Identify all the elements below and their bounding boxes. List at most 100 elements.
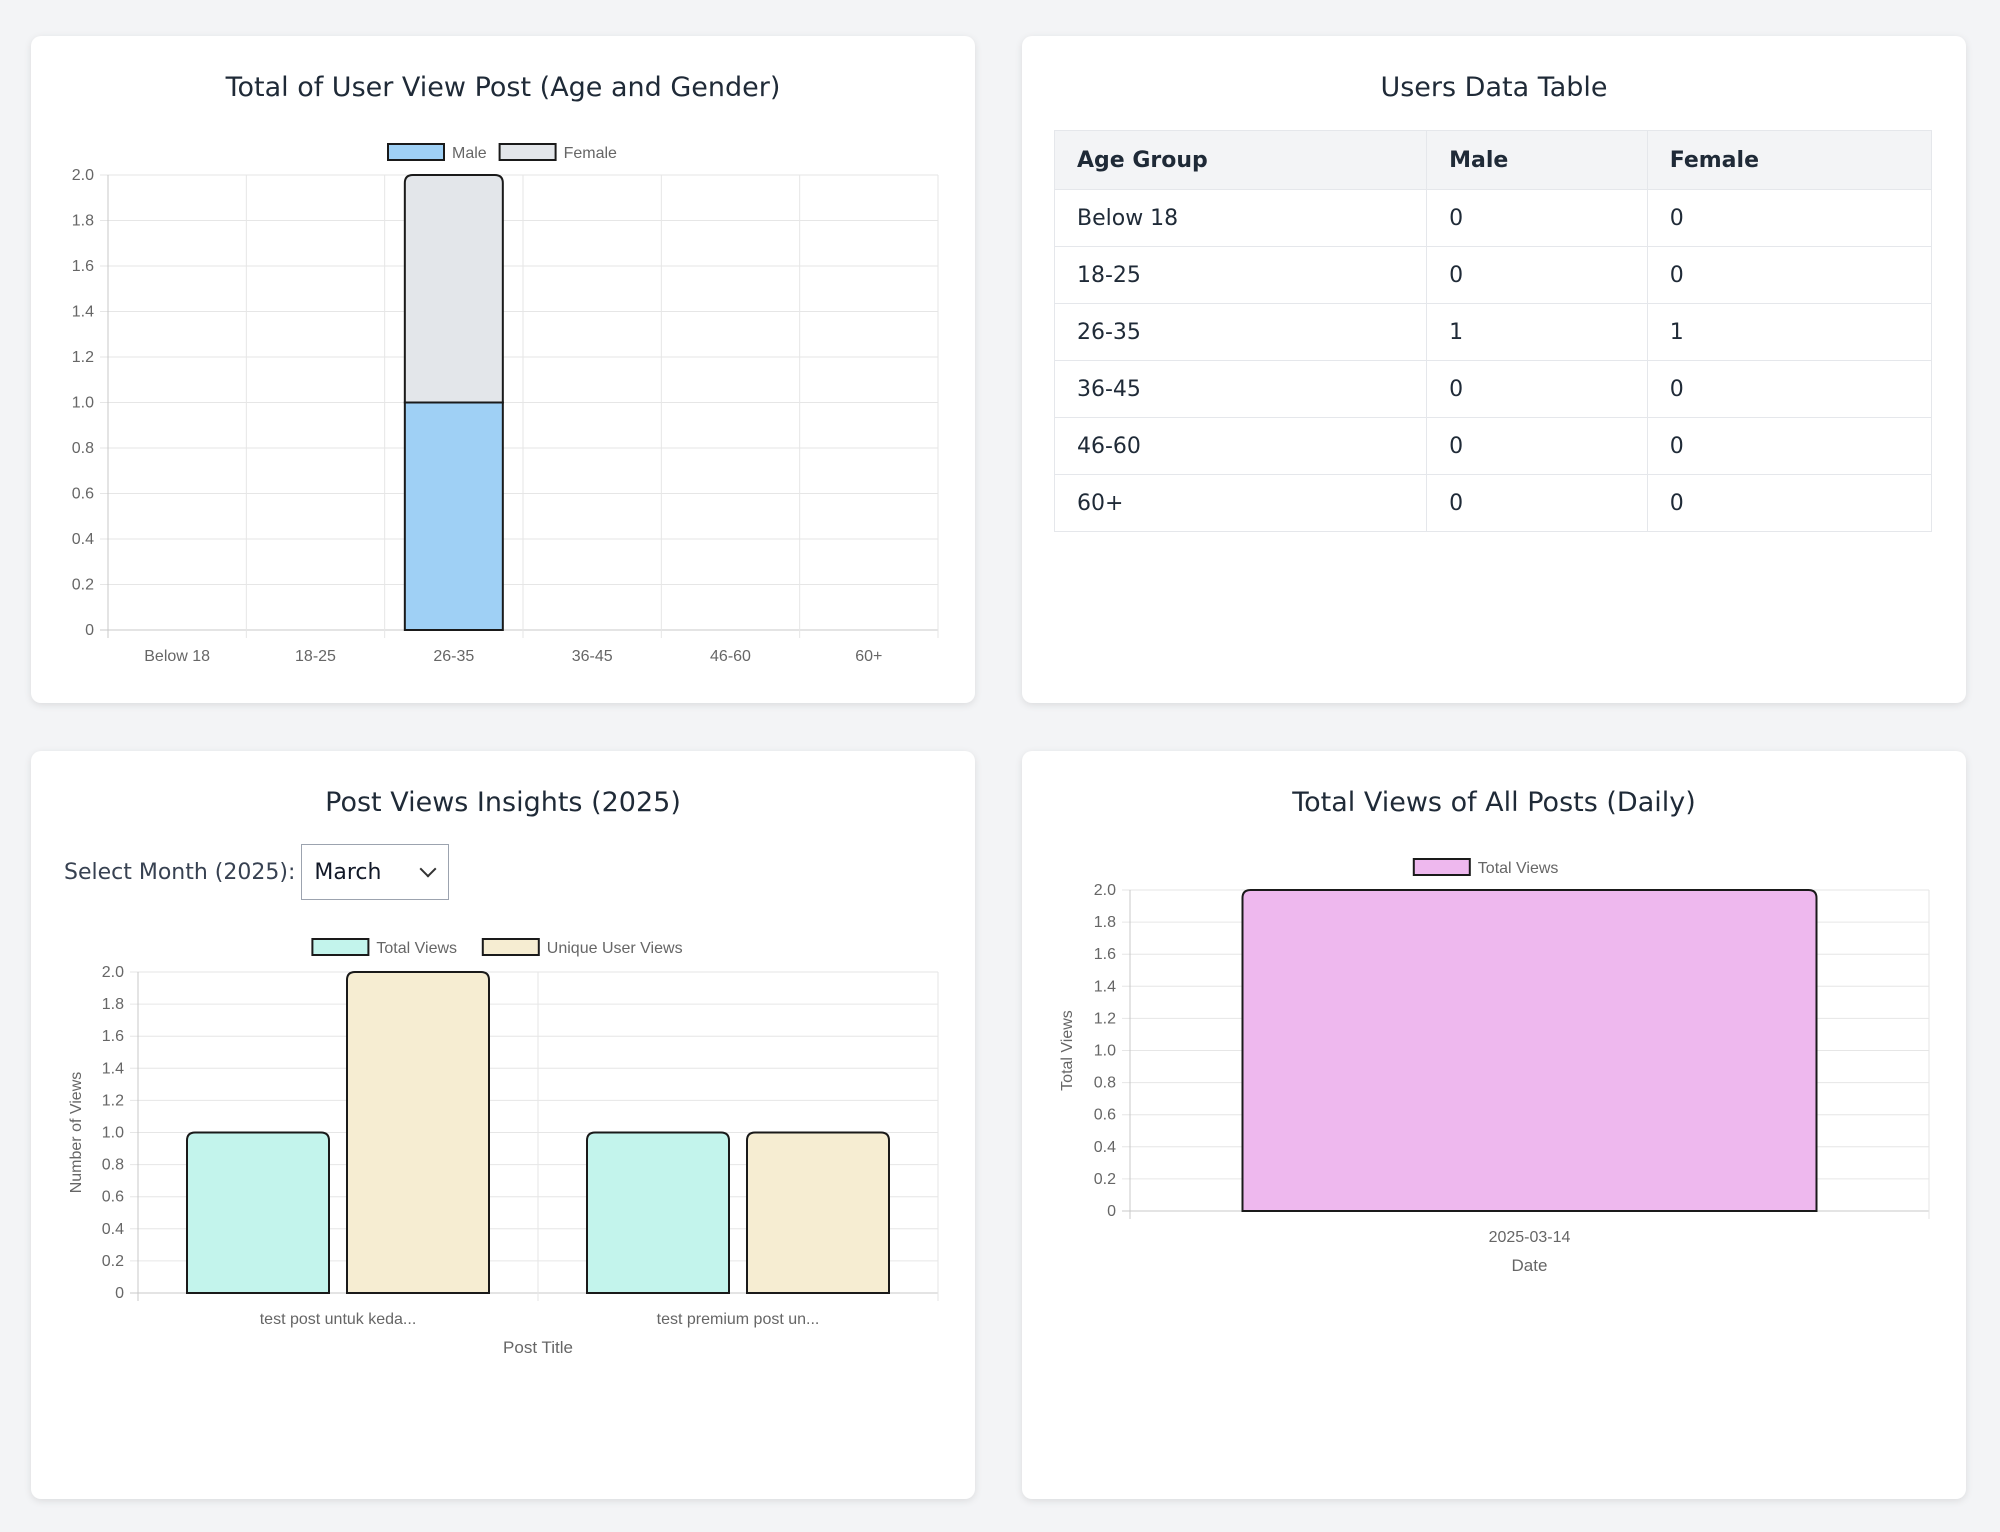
cell-male: 1 (1426, 303, 1648, 361)
y-tick-label: 0.8 (72, 440, 94, 457)
legend-label: Total Views (376, 940, 457, 957)
cell-female: 0 (1646, 360, 1933, 418)
legend-swatch (481, 938, 540, 956)
legend-label: Male (452, 145, 487, 162)
y-tick-label: 0.6 (1094, 1107, 1116, 1124)
daily-views-chart-title: Total Views of All Posts (Daily) (1292, 787, 1696, 818)
y-tick-label: 1.0 (102, 1125, 124, 1142)
cell-age-group: 60+ (1053, 474, 1428, 532)
y-tick-label: 2.0 (1094, 882, 1116, 899)
legend-swatch (1412, 858, 1471, 876)
bar-total-views (186, 1131, 330, 1294)
y-tick-label: 0.8 (1094, 1075, 1116, 1092)
y-tick-label: 1.8 (72, 213, 94, 230)
y-tick-label: 0 (115, 1285, 124, 1302)
users-table-title: Users Data Table (1380, 72, 1608, 103)
legend-label: Unique User Views (547, 940, 683, 957)
y-tick-label: 1.2 (72, 349, 94, 366)
x-axis-title: Date (1512, 1256, 1548, 1275)
x-tick-label: 18-25 (295, 648, 336, 665)
y-tick-label: 0.6 (72, 486, 94, 503)
y-tick-label: 1.8 (102, 996, 124, 1013)
legend-swatch (311, 938, 370, 956)
y-tick-label: 0.2 (1094, 1171, 1116, 1188)
y-tick-label: 0.4 (72, 531, 94, 548)
bar-total-views (1241, 889, 1818, 1212)
post-views-chart-title: Post Views Insights (2025) (325, 787, 681, 818)
bar-unique-user-views (346, 971, 490, 1294)
month-select-row: Select Month (2025): March (64, 844, 450, 900)
x-tick-label: 26-35 (433, 648, 474, 665)
table-row: 26-35 1 1 (1053, 303, 1933, 361)
x-axis-title: Post Title (503, 1338, 573, 1357)
legend-swatch (498, 143, 557, 161)
cell-female: 0 (1646, 189, 1933, 247)
legend-swatch (387, 143, 445, 161)
cell-male: 0 (1426, 246, 1648, 304)
table-row: 36-45 0 0 (1053, 360, 1933, 418)
cell-male: 0 (1426, 360, 1648, 418)
month-select-label: Select Month (2025): (64, 859, 296, 885)
y-tick-label: 1.6 (102, 1028, 124, 1045)
header-age-group: Age Group (1053, 130, 1428, 190)
y-tick-label: 1.0 (72, 395, 94, 412)
y-tick-label: 0.2 (102, 1253, 124, 1270)
x-tick-label: 60+ (855, 648, 882, 665)
legend-label: Female (564, 145, 617, 162)
table-row: 46-60 0 0 (1053, 417, 1933, 475)
y-tick-label: 1.6 (1094, 946, 1116, 963)
daily-views-card: Total Views of All Posts (Daily) 0 0.2 0.4… (1022, 751, 1966, 1499)
y-tick-label: 1.4 (1094, 978, 1116, 995)
cell-age-group: 26-35 (1053, 303, 1428, 361)
bar-unique-user-views (746, 1131, 890, 1294)
month-select-value: March (314, 859, 382, 885)
y-tick-label: 1.2 (102, 1092, 124, 1109)
x-tick-label: 46-60 (710, 648, 751, 665)
cell-age-group: 46-60 (1053, 417, 1428, 475)
users-data-table: Age Group Male Female Below 18 0 0 18-25… (1053, 130, 1933, 532)
y-tick-label: 1.6 (72, 258, 94, 275)
y-tick-label: 2.0 (72, 167, 94, 184)
x-tick-label: 2025-03-14 (1489, 1229, 1571, 1246)
header-female: Female (1646, 130, 1933, 190)
bar-female (403, 174, 504, 404)
month-select[interactable]: March (301, 844, 450, 900)
x-tick-label: test premium post un... (657, 1311, 820, 1328)
y-tick-label: 1.4 (102, 1060, 124, 1077)
post-views-chart: 0 0.2 0.4 0.6 0.8 1.0 1.2 1.4 1.6 1.8 2.0 test post… (68, 938, 939, 1357)
y-tick-label: 0.2 (72, 577, 94, 594)
y-tick-label: 0 (85, 622, 94, 639)
table-row: 60+ 0 0 (1053, 474, 1933, 532)
age-gender-chart: 0 0.2 0.4 0.6 0.8 1.0 1.2 1.4 1.6 1.8 2.0 Below 18 1… (72, 143, 939, 665)
users-table-card: Users Data Table Age Group Male Female B… (1022, 36, 1966, 703)
age-gender-chart-title: Total of User View Post (Age and Gender) (225, 72, 781, 103)
bar-total-views (586, 1131, 730, 1294)
cell-female: 0 (1646, 246, 1933, 304)
legend-label: Total Views (1478, 860, 1559, 877)
cell-age-group: 36-45 (1053, 360, 1428, 418)
table-row: Below 18 0 0 (1053, 189, 1933, 247)
age-gender-card: Total of User View Post (Age and Gender)… (31, 36, 975, 703)
table-header-row: Age Group Male Female (1053, 130, 1933, 190)
cell-male: 0 (1426, 474, 1648, 532)
y-tick-label: 1.8 (1094, 914, 1116, 931)
x-tick-label: Below 18 (144, 648, 210, 665)
y-tick-label: 1.2 (1094, 1010, 1116, 1027)
daily-views-chart: 0 0.2 0.4 0.6 0.8 1.0 1.2 1.4 1.6 1.8 2.0 2025-03-1… (1059, 858, 1930, 1275)
x-tick-label: 36-45 (572, 648, 613, 665)
table-row: 18-25 0 0 (1053, 246, 1933, 304)
cell-age-group: 18-25 (1053, 246, 1428, 304)
x-tick-label: test post untuk keda... (260, 1311, 417, 1328)
y-tick-label: 2.0 (102, 964, 124, 981)
bar-male (403, 401, 504, 631)
cell-female: 1 (1646, 303, 1933, 361)
cell-male: 0 (1426, 189, 1648, 247)
y-tick-label: 0.4 (102, 1221, 124, 1238)
y-tick-label: 1.4 (72, 304, 94, 321)
y-tick-label: 0.8 (102, 1157, 124, 1174)
y-axis-title: Number of Views (68, 1072, 85, 1194)
cell-male: 0 (1426, 417, 1648, 475)
y-axis-title: Total Views (1059, 1010, 1076, 1091)
cell-age-group: Below 18 (1053, 189, 1428, 247)
y-tick-label: 0.6 (102, 1189, 124, 1206)
